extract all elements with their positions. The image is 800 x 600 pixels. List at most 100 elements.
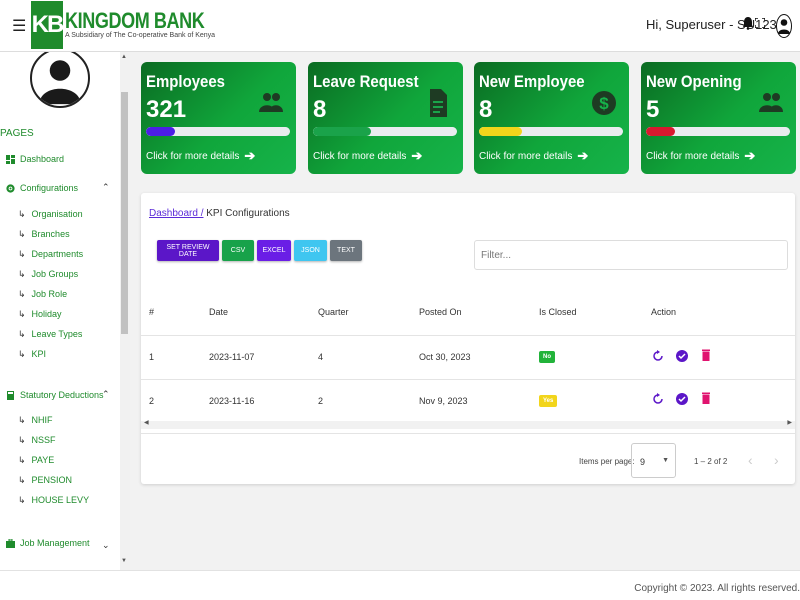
card-employees[interactable]: Employees 321 Click for more details ➔ <box>141 62 296 174</box>
cell-posted-on: Nov 9, 2023 <box>419 396 468 406</box>
copyright-text: Copyright © 2023. All rights reserved. <box>634 583 800 594</box>
sidebar-item-dashboard[interactable]: Dashboard <box>6 154 64 164</box>
scroll-up-arrow-icon[interactable]: ▲ <box>121 54 127 60</box>
sidebar-subitem-nssf[interactable]: ↳ NSSF <box>18 435 56 446</box>
column-header-number[interactable]: # <box>149 307 155 317</box>
sidebar-scroll-thumb[interactable] <box>121 92 128 334</box>
sidebar-subitem-holiday[interactable]: ↳ Holiday <box>18 309 62 320</box>
card-progress-bar <box>479 127 623 136</box>
card-progress-fill <box>479 127 523 136</box>
sidebar-item-label: Job Management <box>20 538 90 548</box>
table-divider <box>141 379 795 380</box>
next-page-button[interactable]: › <box>774 452 779 468</box>
trash-icon[interactable] <box>700 392 712 404</box>
card-details-link[interactable]: Click for more details ➔ <box>313 148 422 164</box>
cell-date: 2023-11-16 <box>209 396 255 406</box>
user-greeting: Hi, Superuser - SU123 <box>646 17 777 32</box>
sidebar-subitem-departments[interactable]: ↳ Departments <box>18 249 83 260</box>
sidebar-subitem-nhif[interactable]: ↳ NHIF <box>18 415 53 426</box>
scroll-left-arrow-icon[interactable]: ◀ <box>144 420 149 426</box>
excel-export-button[interactable]: EXCEL <box>257 240 291 261</box>
user-avatar-icon[interactable] <box>776 14 792 38</box>
card-progress-fill <box>146 127 175 136</box>
hamburger-menu-icon[interactable]: ☰ <box>12 18 27 35</box>
card-new-opening[interactable]: New Opening 5 Click for more details ➔ <box>641 62 796 174</box>
status-badge-no: No <box>539 351 555 363</box>
brand-subtitle: A Subsidiary of The Co-operative Bank of… <box>65 32 216 39</box>
chevron-down-icon[interactable]: ⌄ <box>102 540 110 550</box>
refresh-icon[interactable] <box>652 393 664 405</box>
sidebar-subitem-pension[interactable]: ↳ PENSION <box>18 475 72 486</box>
sidebar-subitem-label: Organisation <box>31 209 83 219</box>
cell-quarter: 2 <box>318 396 324 406</box>
sidebar-item-label: Dashboard <box>20 154 65 164</box>
sidebar-subitem-kpi[interactable]: ↳ KPI <box>18 349 46 360</box>
sub-arrow-icon: ↳ <box>18 455 26 465</box>
status-badge-yes: Yes <box>539 395 558 407</box>
card-leave-request[interactable]: Leave Request 8 Click for more details ➔ <box>308 62 463 174</box>
refresh-icon[interactable] <box>652 350 664 362</box>
check-circle-icon[interactable] <box>676 393 688 405</box>
table-divider <box>141 335 795 336</box>
json-export-button[interactable]: JSON <box>294 240 327 261</box>
sidebar-item-configurations[interactable]: Configurations <box>6 183 78 193</box>
sidebar-subitem-house-levy[interactable]: ↳ HOUSE LEVY <box>18 495 89 506</box>
top-header: ☰ KB KINGDOM BANK A Subsidiary of The Co… <box>0 0 800 52</box>
sub-arrow-icon: ↳ <box>18 229 26 239</box>
sidebar-item-statutory-deductions[interactable]: Statutory Deductions <box>6 390 104 400</box>
cell-number: 1 <box>149 352 155 362</box>
card-details-link[interactable]: Click for more details ➔ <box>146 148 255 164</box>
set-review-date-button[interactable]: SET REVIEW DATE <box>157 240 219 261</box>
dropdown-arrow-icon: ▼ <box>662 457 669 464</box>
column-header-date[interactable]: Date <box>209 307 229 317</box>
bell-icon[interactable] <box>742 16 754 30</box>
filter-input[interactable] <box>474 240 788 270</box>
table-horizontal-scrollbar[interactable]: ◀ ▶ <box>141 420 795 429</box>
column-header-quarter[interactable]: Quarter <box>318 307 349 317</box>
brand-logo: KB <box>31 1 64 49</box>
sub-arrow-icon: ↳ <box>18 269 26 279</box>
sidebar-subitem-label: Departments <box>31 249 84 259</box>
sidebar-item-label: Statutory Deductions <box>20 390 104 400</box>
sidebar-subitem-label: Leave Types <box>31 329 83 339</box>
dollar-icon: $ <box>592 91 616 115</box>
chevron-up-icon[interactable]: ⌃ <box>102 182 110 192</box>
column-header-posted-on[interactable]: Posted On <box>419 307 462 317</box>
fullscreen-icon[interactable] <box>755 18 765 28</box>
text-export-button[interactable]: TEXT <box>330 240 362 261</box>
card-details-link[interactable]: Click for more details ➔ <box>479 148 588 164</box>
card-title: Employees <box>146 72 225 91</box>
sidebar-subitem-job-role[interactable]: ↳ Job Role <box>18 289 67 300</box>
arrow-right-icon: ➔ <box>577 148 589 163</box>
sidebar-subitem-organisation[interactable]: ↳ Organisation <box>18 209 83 220</box>
card-new-employee[interactable]: New Employee 8 $ Click for more details ➔ <box>474 62 629 174</box>
chevron-up-icon[interactable]: ⌃ <box>102 389 110 399</box>
sidebar-subitem-label: Branches <box>31 229 70 239</box>
sidebar-subitem-label: KPI <box>31 349 47 359</box>
pagination-range: 1 – 2 of 2 <box>694 457 728 466</box>
sidebar-subitem-leave-types[interactable]: ↳ Leave Types <box>18 329 82 340</box>
card-value: 8 <box>313 96 327 123</box>
breadcrumb-current: KPI Configurations <box>203 208 290 219</box>
previous-page-button[interactable]: ‹ <box>748 452 753 468</box>
items-per-page-select[interactable]: 9 ▼ <box>631 443 676 478</box>
trash-icon[interactable] <box>700 349 712 361</box>
check-circle-icon[interactable] <box>676 350 688 362</box>
scroll-right-arrow-icon[interactable]: ▶ <box>787 420 792 426</box>
card-value: 321 <box>146 96 187 123</box>
sidebar-subitem-job-groups[interactable]: ↳ Job Groups <box>18 269 78 280</box>
sidebar-item-job-management[interactable]: Job Management <box>6 538 90 548</box>
breadcrumb: Dashboard / KPI Configurations <box>149 208 290 219</box>
sidebar-subitem-branches[interactable]: ↳ Branches <box>18 229 70 240</box>
cell-number: 2 <box>149 396 155 406</box>
scroll-down-arrow-icon[interactable]: ▼ <box>121 558 127 564</box>
card-details-link[interactable]: Click for more details ➔ <box>646 148 755 164</box>
csv-export-button[interactable]: CSV <box>222 240 254 261</box>
column-header-is-closed[interactable]: Is Closed <box>539 307 577 317</box>
gear-icon <box>6 183 15 193</box>
breadcrumb-dashboard-link[interactable]: Dashboard / <box>149 208 204 219</box>
sidebar-subitem-paye[interactable]: ↳ PAYE <box>18 455 54 466</box>
card-progress-bar <box>146 127 290 136</box>
card-title: New Opening <box>646 72 742 91</box>
sidebar-subitem-label: NSSF <box>31 435 56 445</box>
